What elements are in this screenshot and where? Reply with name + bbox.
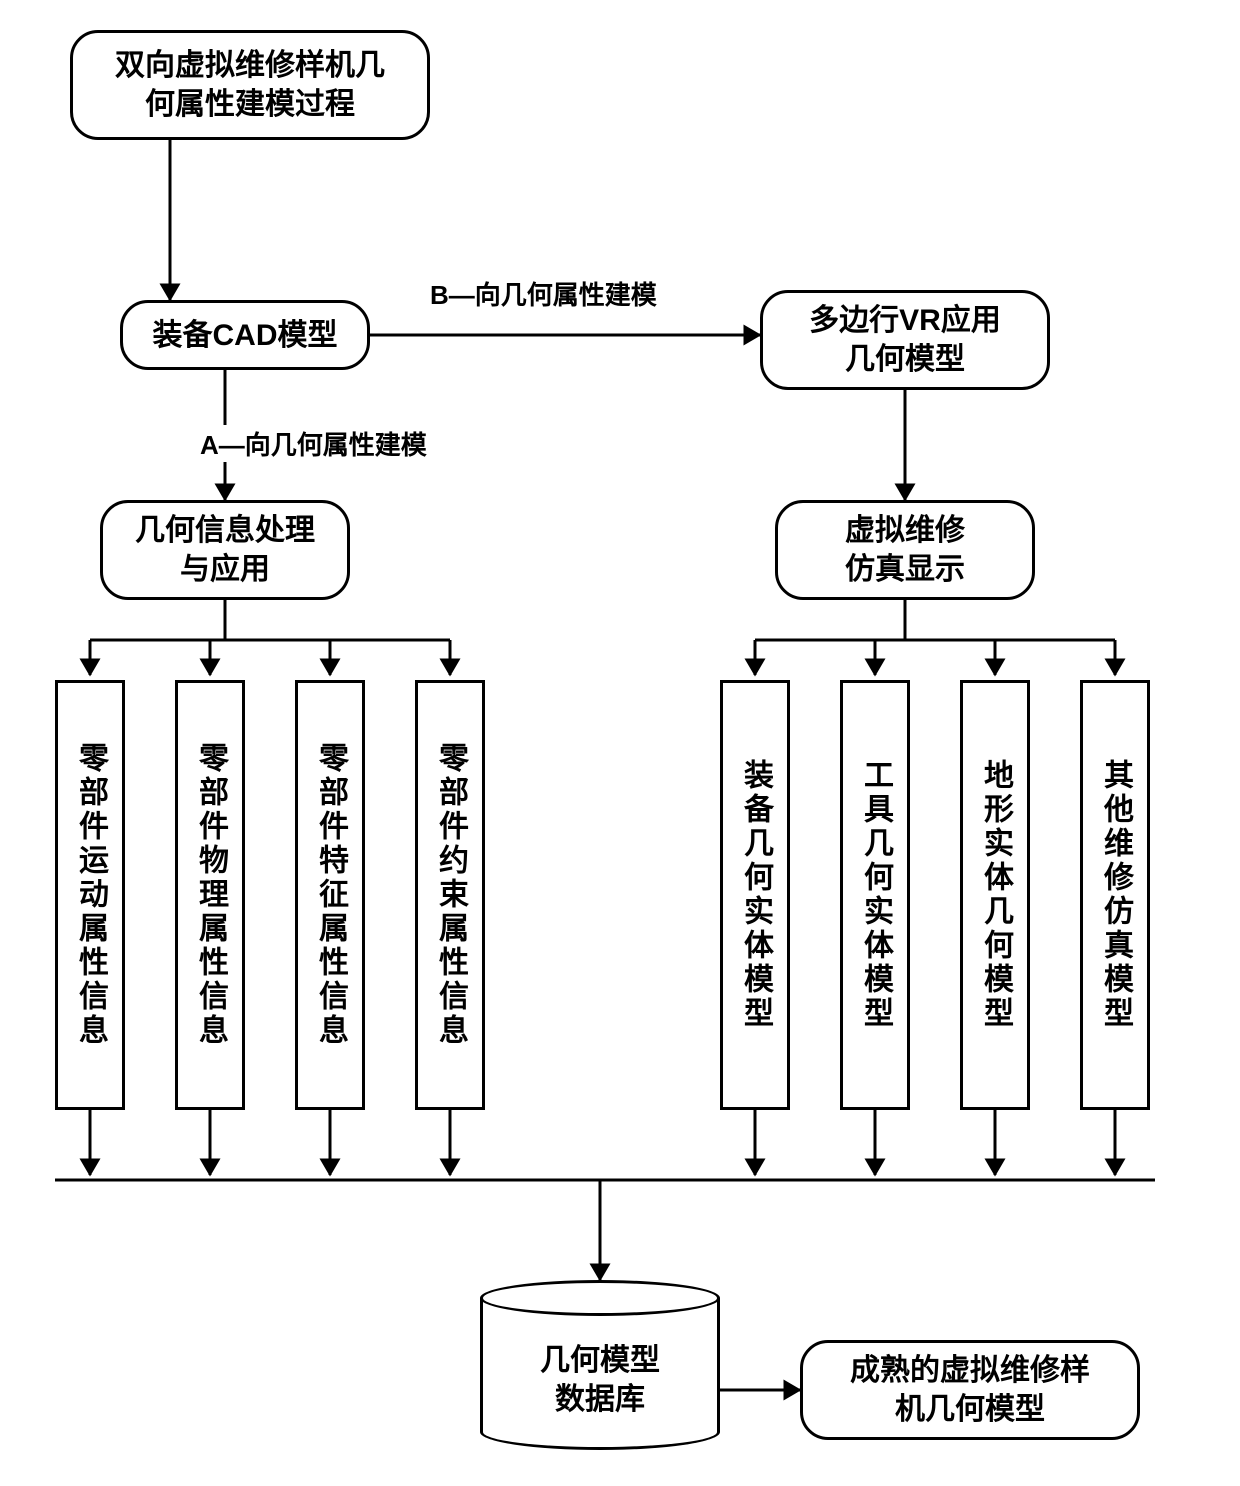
edge-label-b: B—向几何属性建模 <box>430 275 657 312</box>
cylinder-db: 几何模型数据库 <box>480 1280 720 1450</box>
node-cad: 装备CAD模型 <box>120 300 370 370</box>
vbox-constraint-attr: 零部件约束属性信息 <box>415 680 485 1110</box>
vbox-feature-attr: 零部件特征属性信息 <box>295 680 365 1110</box>
cylinder-top <box>480 1280 720 1316</box>
cylinder-label: 几何模型数据库 <box>540 1341 660 1419</box>
node-start: 双向虚拟维修样机几何属性建模过程 <box>70 30 430 140</box>
cylinder-body: 几何模型数据库 <box>480 1298 720 1450</box>
vbox-tool-model: 工具几何实体模型 <box>840 680 910 1110</box>
node-final: 成熟的虚拟维修样机几何模型 <box>800 1340 1140 1440</box>
vbox-equip-model: 装备几何实体模型 <box>720 680 790 1110</box>
vbox-other-model: 其他维修仿真模型 <box>1080 680 1150 1110</box>
vbox-terrain-model: 地形实体几何模型 <box>960 680 1030 1110</box>
edge-label-a: A—向几何属性建模 <box>200 425 427 462</box>
node-geom-process: 几何信息处理与应用 <box>100 500 350 600</box>
node-vr-display: 虚拟维修仿真显示 <box>775 500 1035 600</box>
vbox-motion-attr: 零部件运动属性信息 <box>55 680 125 1110</box>
node-vr-geom: 多边行VR应用几何模型 <box>760 290 1050 390</box>
vbox-physical-attr: 零部件物理属性信息 <box>175 680 245 1110</box>
